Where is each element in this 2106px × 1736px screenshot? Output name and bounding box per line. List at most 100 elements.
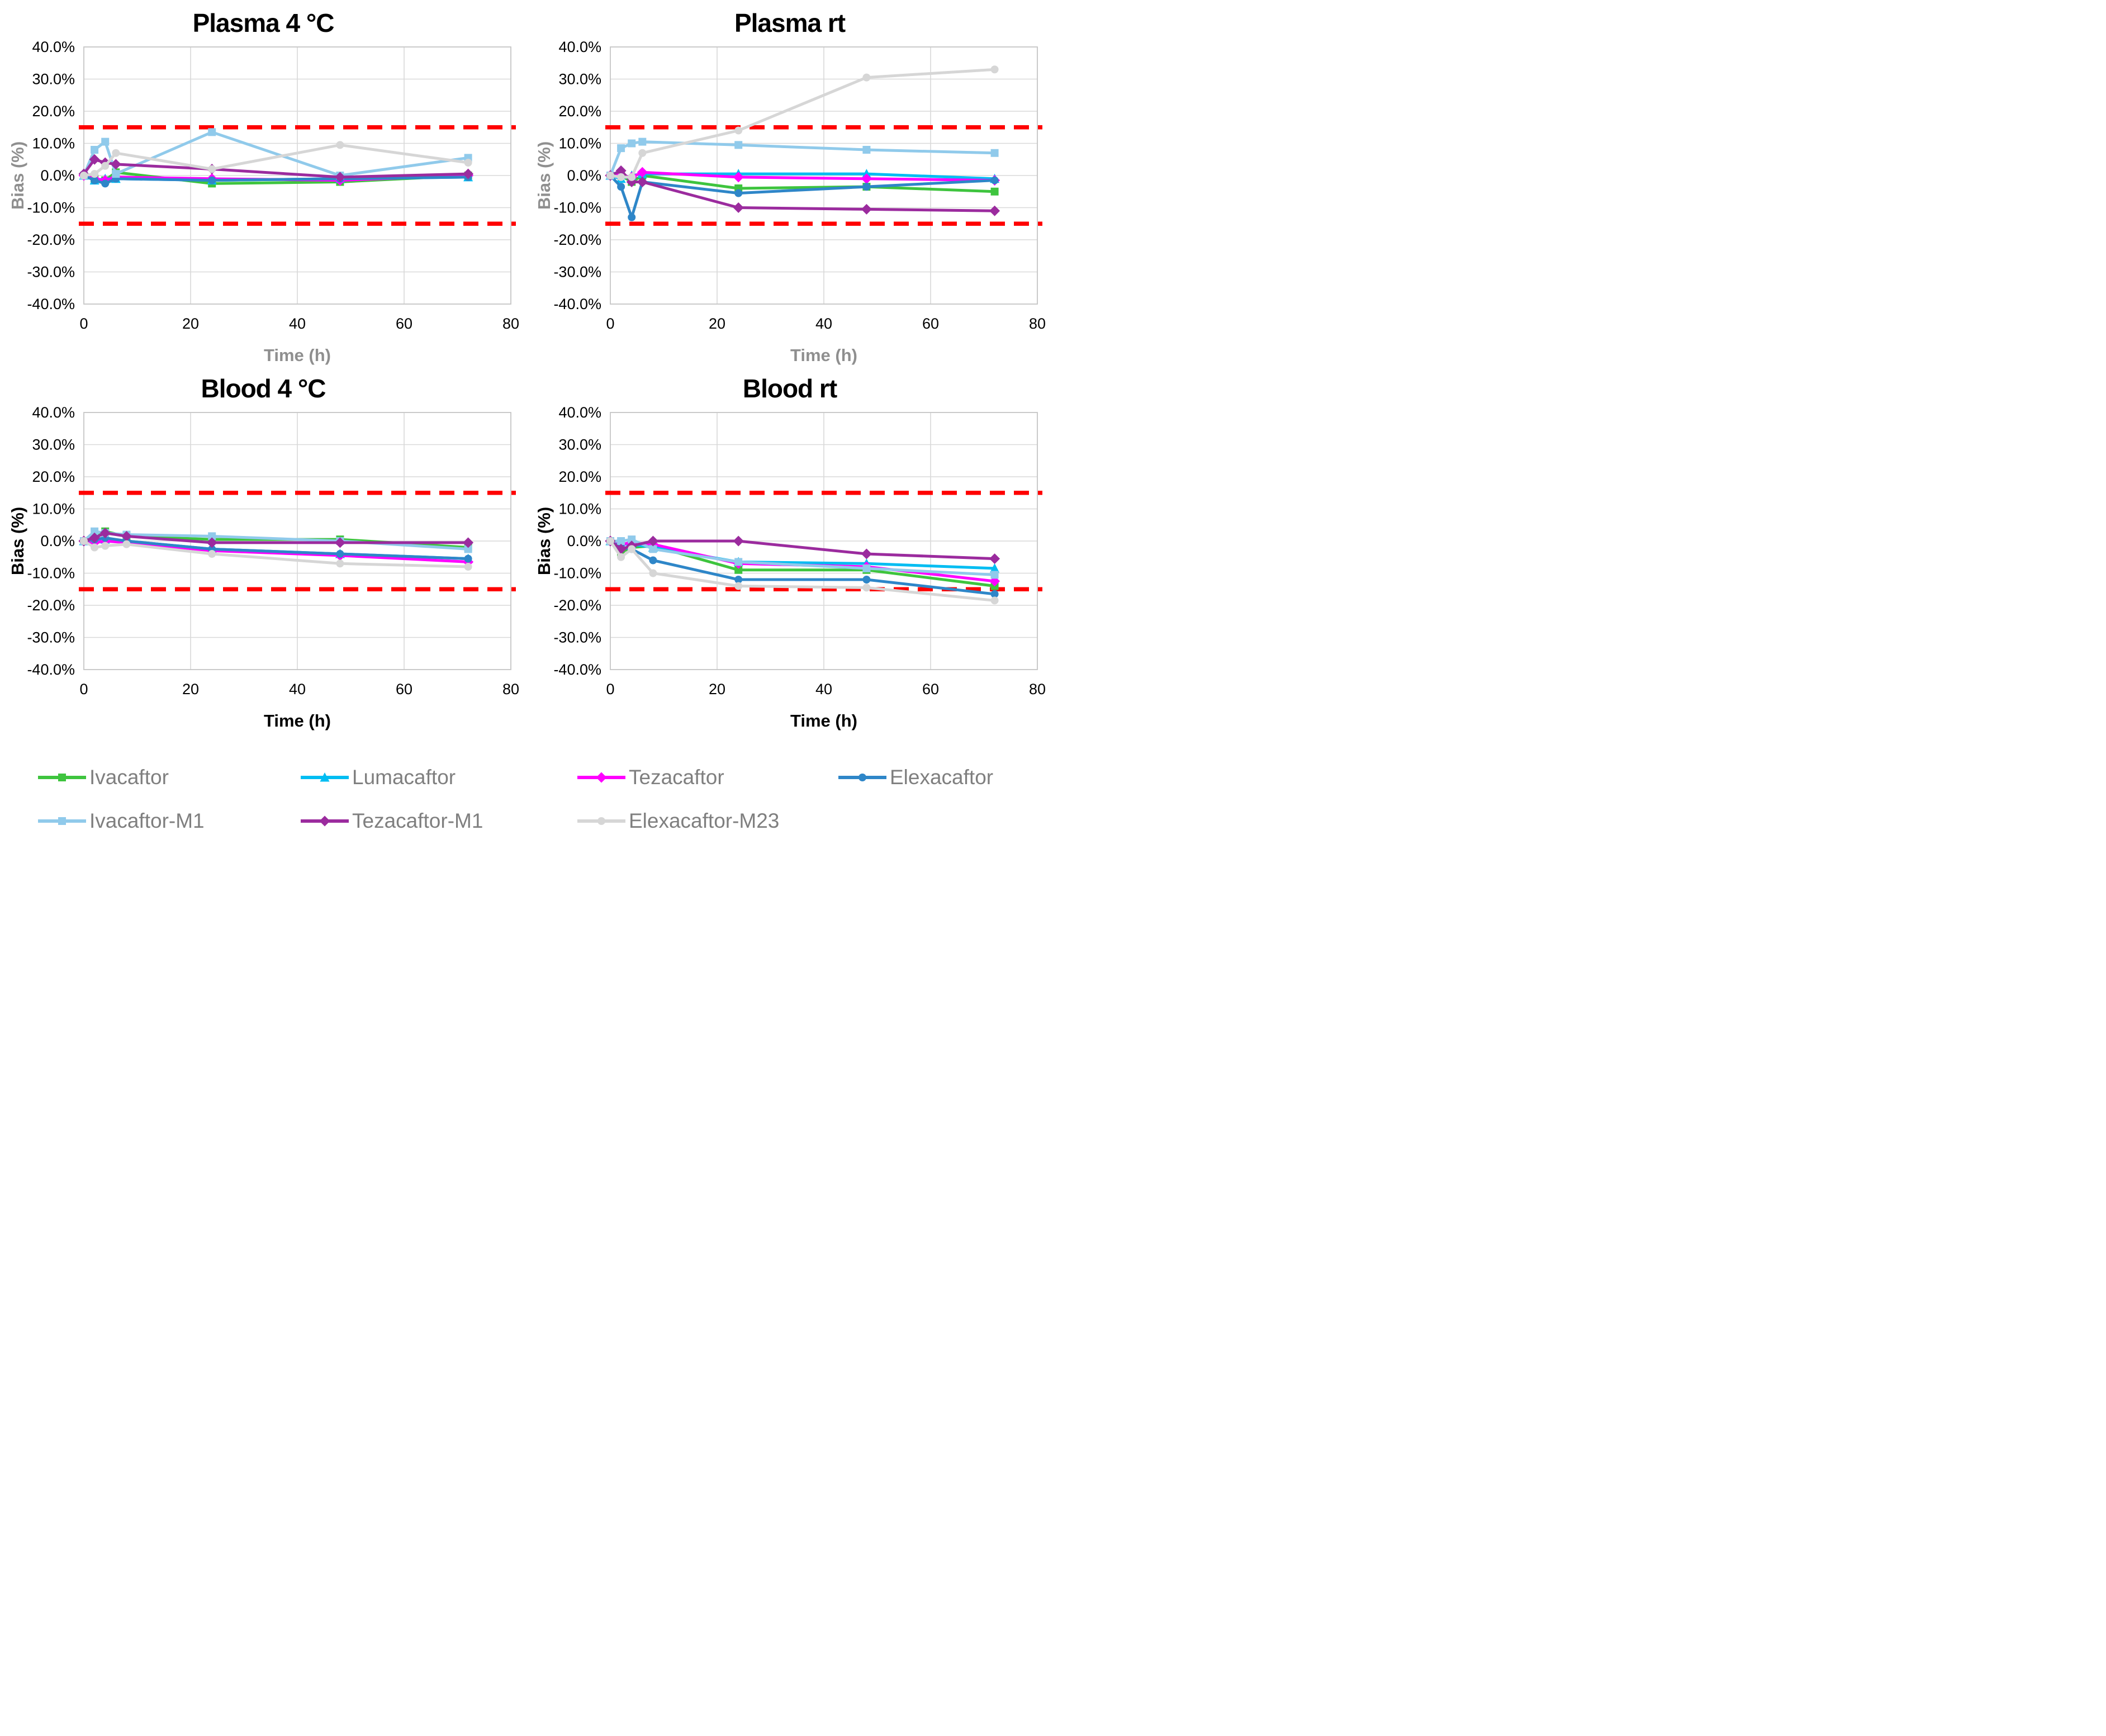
series-marker-Elexacaftor — [649, 556, 657, 565]
series-line-Elexacaftor-M23 — [82, 143, 470, 177]
series-marker-Ivacaftor-M1 — [208, 532, 216, 540]
y-tick-label: 20.0% — [32, 468, 75, 485]
series-marker-Elexacaftor — [734, 189, 743, 197]
chart-card-plasma-rt: Plasma rt 40.0% 30.0% 20.0% 10.0% 0.0% -10.0%… — [526, 3, 1053, 369]
legend-marker-Elexacaftor — [858, 774, 866, 781]
series-marker-Tezacaftor-M1 — [733, 202, 744, 213]
series-marker-Elexacaftor — [734, 576, 743, 584]
y-tick-label: -40.0% — [27, 661, 75, 678]
y-tick-label: 30.0% — [32, 71, 75, 88]
series-marker-Elexacaftor-M23 — [208, 165, 216, 173]
legend-marker-Elexacaftor-M23 — [597, 817, 605, 825]
legend-label: Lumacaftor — [352, 766, 456, 789]
legend-item-tezacaftor: Tezacaftor — [576, 766, 837, 789]
series-marker-Tezacaftor-M1 — [121, 530, 132, 542]
series-marker-Elexacaftor-M23 — [208, 550, 216, 558]
elexacaftor-m23-marker-icon — [577, 817, 625, 825]
series-marker-Elexacaftor — [628, 213, 636, 221]
chart-title-plasma-rt: Plasma rt — [734, 8, 846, 37]
y-axis-title: Bias (%) — [8, 507, 27, 575]
x-axis-title: Time (h) — [790, 711, 857, 731]
x-tick-label: 20 — [709, 315, 725, 332]
series-marker-Ivacaftor-M1 — [628, 535, 636, 544]
series-marker-Elexacaftor-M23 — [990, 596, 999, 605]
series-marker-Ivacaftor-M1 — [617, 537, 625, 545]
series-marker-Elexacaftor-M23 — [990, 65, 999, 74]
legend-marker-Lumacaftor — [320, 772, 330, 782]
x-tick-label: 60 — [922, 315, 939, 332]
series-marker-Elexacaftor-M23 — [638, 149, 647, 157]
series-marker-Tezacaftor-M1 — [110, 159, 121, 170]
legend-marker-Ivacaftor — [58, 774, 66, 781]
series-marker-Tezacaftor-M1 — [861, 203, 872, 215]
series-marker-Elexacaftor — [464, 554, 472, 563]
y-tick-label: -20.0% — [27, 231, 75, 248]
y-tick-label: 40.0% — [558, 39, 601, 55]
series-marker-Elexacaftor-M23 — [464, 159, 472, 167]
series-marker-Ivacaftor-M1 — [638, 137, 647, 146]
y-tick-label: -30.0% — [553, 629, 601, 646]
series-marker-Elexacaftor-M23 — [862, 584, 871, 592]
series-marker-Elexacaftor-M23 — [464, 563, 472, 571]
chart-card-blood-rt: Blood rt 40.0% 30.0% 20.0% 10.0% 0.0% -10.0% -… — [526, 369, 1053, 734]
series-marker-Ivacaftor-M1 — [990, 149, 999, 157]
x-axis-title: Time (h) — [264, 711, 331, 731]
legend-label: Tezacaftor — [629, 766, 724, 789]
y-tick-label: 40.0% — [32, 404, 75, 421]
series-marker-Ivacaftor-M1 — [91, 146, 99, 154]
series-marker-Ivacaftor-M1 — [862, 564, 871, 572]
legend-item-tezacaftor-m1: Tezacaftor-M1 — [300, 809, 576, 833]
chart-card-plasma-4c: Plasma 4 °C 40.0% 30.0% 20.0% 10.0% 0.0% -10.… — [0, 3, 526, 369]
ivacaftor-marker-icon — [38, 774, 86, 781]
stability-bias-figure: Plasma 4 °C 40.0% 30.0% 20.0% 10.0% 0.0% -10.… — [0, 0, 1053, 868]
legend-label: Ivacaftor — [89, 766, 169, 789]
x-tick-label: 40 — [815, 681, 832, 698]
lumacaftor-marker-icon — [301, 772, 349, 782]
y-axis-title: Bias (%) — [534, 141, 554, 210]
series-marker-Elexacaftor-M23 — [101, 542, 110, 550]
series-marker-Tezacaftor-M1 — [89, 154, 100, 165]
y-tick-label: 30.0% — [32, 437, 75, 453]
x-tick-label: 40 — [289, 681, 306, 698]
series-marker-Elexacaftor — [91, 176, 99, 184]
y-tick-label: 20.0% — [558, 103, 601, 120]
x-tick-label: 80 — [1029, 315, 1046, 332]
x-tick-label: 60 — [922, 681, 939, 698]
series-marker-Elexacaftor-M23 — [617, 553, 625, 561]
chart-plot-plasma-4c: 40.0% 30.0% 20.0% 10.0% 0.0% -10.0% -20.0% -30.… — [8, 39, 519, 365]
series-marker-Ivacaftor-M1 — [734, 141, 743, 149]
y-tick-label: 20.0% — [558, 468, 601, 485]
x-tick-label: 20 — [709, 681, 725, 698]
series-marker-Ivacaftor — [990, 187, 999, 196]
series-marker-Ivacaftor-M1 — [91, 527, 99, 535]
y-tick-label: 0.0% — [40, 533, 75, 549]
legend-label: Tezacaftor-M1 — [352, 809, 483, 832]
series-marker-Ivacaftor-M1 — [990, 571, 999, 579]
series-marker-Ivacaftor-M1 — [617, 144, 625, 153]
series-marker-Tezacaftor-M1 — [334, 537, 345, 548]
ivacaftor-m1-marker-icon — [38, 817, 86, 825]
series-marker-Elexacaftor-M23 — [617, 173, 625, 181]
series-marker-Tezacaftor-M1 — [647, 535, 658, 547]
x-tick-label: 20 — [182, 681, 199, 698]
series-marker-Tezacaftor-M1 — [463, 168, 474, 179]
y-tick-label: -30.0% — [27, 264, 75, 281]
y-axis-title: Bias (%) — [8, 141, 27, 210]
series-marker-Elexacaftor-M23 — [122, 540, 131, 548]
x-tick-label: 80 — [502, 315, 519, 332]
series-marker-Tezacaftor-M1 — [615, 165, 627, 176]
y-tick-label: -40.0% — [553, 296, 601, 312]
y-tick-label: 0.0% — [567, 167, 601, 184]
y-tick-label: 10.0% — [32, 501, 75, 518]
y-tick-label: 40.0% — [32, 39, 75, 55]
series-marker-Tezacaftor-M1 — [206, 537, 217, 548]
series-marker-Ivacaftor-M1 — [734, 558, 743, 566]
series-marker-Tezacaftor — [637, 167, 648, 178]
series-marker-Tezacaftor-M1 — [99, 528, 111, 539]
series-line-Elexacaftor-M23 — [609, 68, 997, 179]
legend-marker-Tezacaftor-M1 — [319, 815, 330, 827]
x-tick-label: 80 — [1029, 681, 1046, 698]
chart-title-blood-4c: Blood 4 °C — [201, 374, 326, 403]
series-marker-Elexacaftor — [617, 183, 625, 191]
legend-marker-Tezacaftor — [596, 772, 607, 783]
